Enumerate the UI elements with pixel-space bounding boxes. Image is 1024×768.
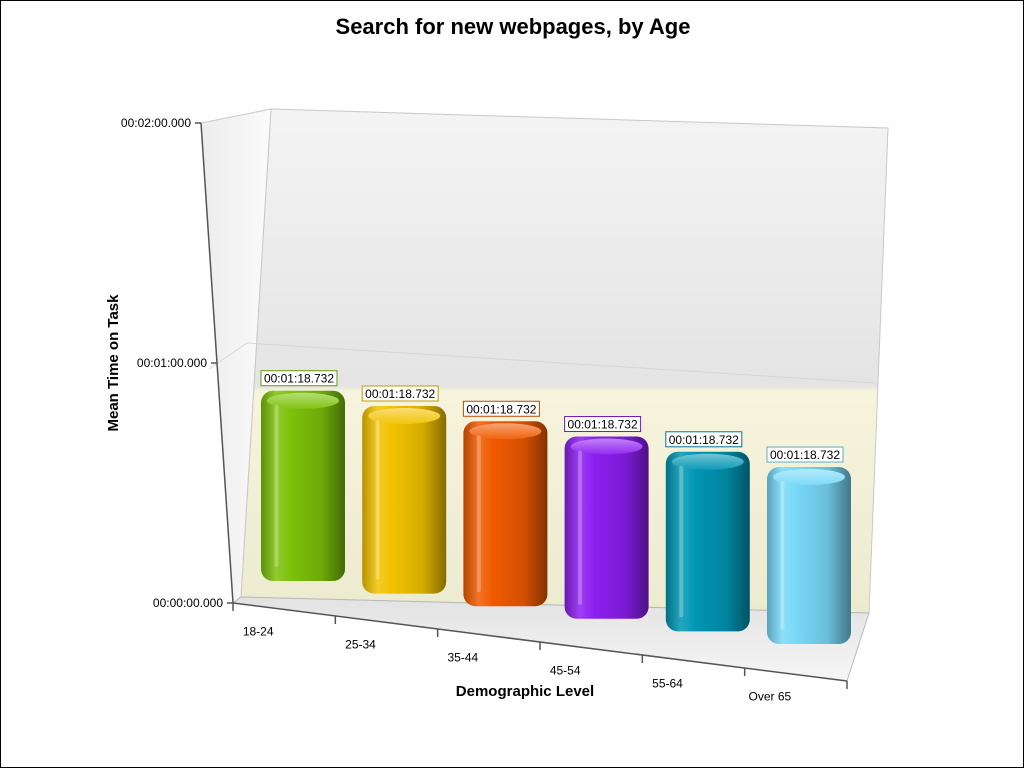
bar-top (570, 438, 643, 455)
data-label: 00:01:18.732 (264, 372, 334, 386)
category-label: 45-54 (550, 664, 581, 678)
bar-top (368, 407, 441, 424)
bar (564, 436, 649, 619)
bar-top (773, 469, 845, 486)
bar-body (665, 451, 750, 632)
bar-highlight (578, 450, 583, 605)
bar-body (261, 390, 345, 581)
data-label-box (260, 370, 338, 387)
data-label-box (766, 446, 844, 463)
x-ticks: 18-24 25-34 35-44 45-54 55-64 Over 65 (232, 603, 848, 704)
bar-top (671, 453, 744, 470)
bar-highlight (375, 419, 380, 580)
wall-gridline (208, 342, 877, 384)
bar (767, 467, 851, 644)
bars (261, 390, 851, 644)
data-label: 00:01:18.732 (365, 387, 435, 401)
data-label: 00:01:18.732 (770, 448, 840, 462)
bar (665, 451, 750, 632)
y-tick-label: 00:02:00.000 (121, 116, 191, 130)
y-axis-title: Mean Time on Task (105, 294, 122, 432)
bar-body (362, 405, 447, 594)
data-label: 00:01:18.732 (568, 418, 638, 432)
bar-highlight (274, 404, 279, 567)
category-label: 35-44 (447, 651, 478, 665)
bar-body (767, 467, 851, 644)
category-label: 25-34 (345, 638, 376, 652)
category-label: Over 65 (748, 690, 791, 704)
bar-highlight (780, 481, 785, 630)
y-tick-label: 00:00:00.000 (153, 596, 223, 610)
y-tick-label: 00:01:00.000 (137, 356, 207, 370)
data-labels: 00:01:18.732 00:01:18.732 00:01:18.732 00:0… (260, 370, 844, 463)
chart-title: Search for new webpages, by Age (336, 14, 691, 39)
category-label: 18-24 (243, 625, 274, 639)
bar-top (469, 423, 542, 440)
category-label: 55-64 (652, 677, 683, 691)
data-label-box (462, 400, 540, 417)
data-label: 00:01:18.732 (669, 433, 739, 447)
bar (261, 390, 345, 581)
data-label-box (665, 431, 743, 448)
data-label: 00:01:18.732 (466, 402, 536, 416)
bar-top (267, 392, 339, 409)
bar-highlight (476, 435, 481, 593)
data-label-box (361, 385, 439, 402)
bar-highlight (679, 465, 684, 618)
data-label-box (564, 416, 642, 433)
bar (362, 405, 447, 594)
bar-body (564, 436, 649, 619)
y-ticks: 00:00:00.000 00:01:00.000 00:02:00.000 (121, 116, 233, 610)
x-axis-title: Demographic Level (456, 683, 594, 700)
bar-body (463, 421, 548, 607)
bar (463, 421, 548, 607)
